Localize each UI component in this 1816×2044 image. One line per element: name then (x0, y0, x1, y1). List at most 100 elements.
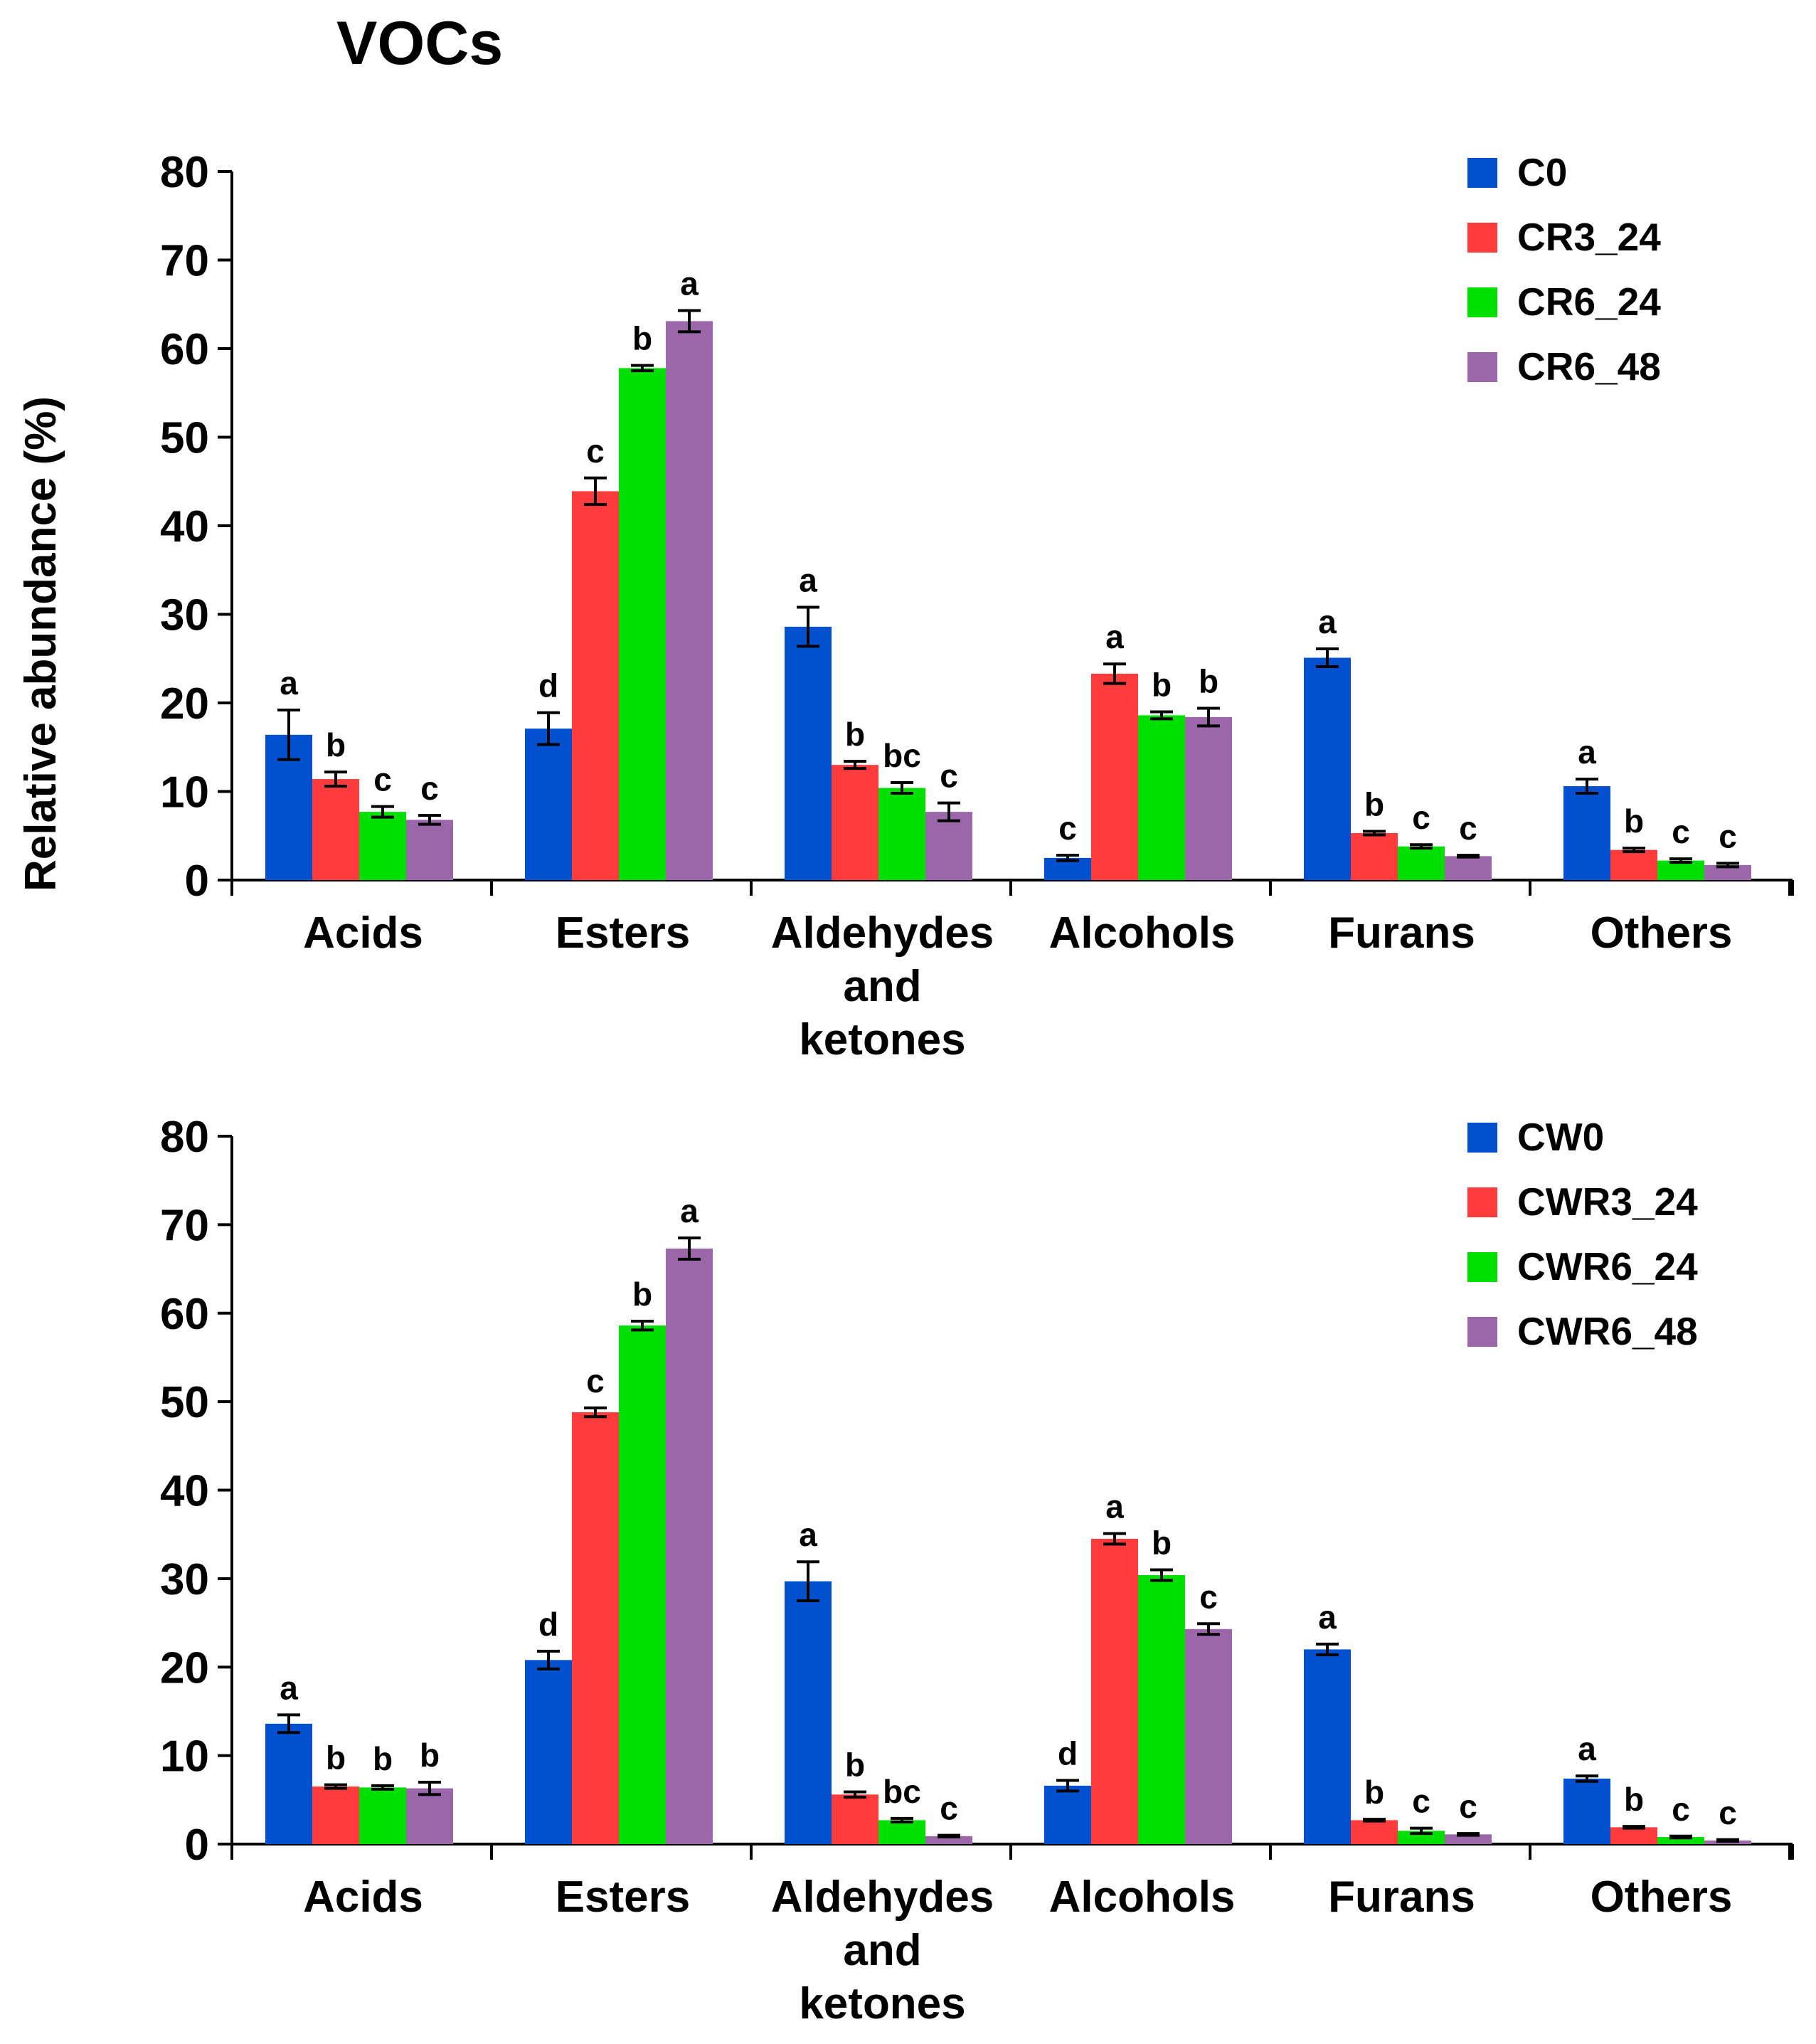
bar (406, 1788, 453, 1844)
x-tick-label: Alcohols (1049, 1873, 1236, 1922)
legend-label: CWR3_24 (1517, 1180, 1698, 1224)
bar (1398, 1831, 1445, 1844)
x-tick-label: Acids (303, 1873, 423, 1922)
significance-label: c (1412, 1783, 1430, 1820)
significance-label: a (1578, 1730, 1596, 1767)
y-tick-label: 40 (160, 502, 209, 551)
y-tick-label: 20 (160, 679, 209, 729)
bar (1304, 657, 1351, 880)
significance-label: a (680, 265, 699, 302)
significance-label: a (799, 1516, 817, 1553)
significance-label: d (538, 1606, 558, 1643)
x-tick-label: Aldehydes and ketones (771, 1873, 994, 2028)
bar (878, 788, 925, 880)
bar (832, 1794, 878, 1844)
significance-label: b (373, 1740, 393, 1777)
significance-label: c (1719, 817, 1737, 854)
x-tick-label: Aldehydes and ketones (771, 909, 994, 1064)
legend-swatch (1467, 1123, 1497, 1153)
bar (619, 1325, 666, 1844)
legend-label: CR3_24 (1517, 215, 1661, 259)
y-tick-label: 20 (160, 1643, 209, 1693)
y-tick-label: 30 (160, 1555, 209, 1604)
x-tick-label: Esters (556, 909, 691, 958)
y-tick-label: 60 (160, 1290, 209, 1339)
bar (925, 812, 972, 880)
bar (1351, 833, 1398, 880)
legend-label: CWR6_48 (1517, 1309, 1698, 1353)
legend-swatch (1467, 223, 1497, 253)
bar (1445, 1834, 1492, 1844)
y-axis-label: Relative abundance (%) (16, 396, 65, 891)
significance-label: b (1624, 803, 1644, 840)
significance-label: a (799, 562, 817, 599)
bar (1044, 1785, 1091, 1844)
y-tick-label: 10 (160, 768, 209, 817)
y-tick-label: 80 (160, 1113, 209, 1162)
legend-swatch (1467, 1187, 1497, 1217)
significance-label: b (1152, 666, 1172, 703)
legend-label: CWR6_24 (1517, 1244, 1698, 1288)
chart-bottom: 0 10 20 30 40 50 60 70 80 Acids Esters Aldehydes and… (160, 1113, 1794, 2028)
bar (406, 820, 453, 880)
x-tick-label: Acids (303, 909, 423, 958)
significance-label: a (1578, 734, 1596, 771)
significance-label: b (1364, 1774, 1384, 1811)
significance-label: a (280, 664, 298, 701)
bar (1138, 715, 1185, 880)
y-tick-label: 0 (185, 1821, 209, 1870)
significance-label: b (326, 726, 346, 763)
bar (1610, 849, 1657, 880)
significance-label: c (1199, 1578, 1218, 1615)
significance-label: c (586, 1362, 605, 1399)
y-tick-label: 60 (160, 325, 209, 374)
bar (1185, 716, 1232, 880)
significance-label: a (280, 1669, 298, 1706)
bar (878, 1820, 925, 1844)
bar (666, 321, 713, 880)
significance-label: b (1624, 1781, 1644, 1818)
bar (832, 765, 878, 880)
significance-label: b (1364, 786, 1384, 823)
significance-label: b (845, 716, 865, 753)
significance-label: b (326, 1739, 346, 1776)
y-tick-label: 40 (160, 1467, 209, 1516)
bar (359, 812, 406, 880)
bar (785, 1581, 832, 1844)
bar (619, 368, 666, 880)
significance-label: bc (883, 1773, 921, 1810)
bar (525, 729, 572, 880)
significance-label: d (1058, 1735, 1078, 1772)
significance-label: d (538, 667, 558, 704)
bar (1563, 1778, 1610, 1844)
legend-swatch (1467, 1252, 1497, 1282)
bar (265, 1723, 312, 1844)
significance-label: c (420, 770, 439, 807)
significance-label: a (1105, 1488, 1124, 1525)
significance-label: a (680, 1192, 699, 1229)
bar (1657, 1837, 1704, 1844)
legend-label: CR6_48 (1517, 344, 1661, 388)
bar (1445, 856, 1492, 880)
bar (1091, 1538, 1138, 1844)
x-tick-label: Others (1591, 1873, 1733, 1922)
y-tick-label: 70 (160, 237, 209, 286)
bar (1351, 1820, 1398, 1844)
significance-label: c (1672, 1791, 1690, 1828)
legend-swatch (1467, 1317, 1497, 1347)
significance-label: b (632, 1276, 652, 1313)
legend-swatch (1467, 287, 1497, 317)
significance-label: a (1318, 1599, 1337, 1636)
significance-label: a (1105, 618, 1124, 655)
significance-label: b (1152, 1524, 1172, 1561)
figure-title: VOCs (336, 9, 503, 78)
significance-label: c (1672, 813, 1690, 850)
significance-label: c (1412, 799, 1430, 836)
bar (1657, 860, 1704, 880)
bar (1304, 1649, 1351, 1844)
bar (925, 1836, 972, 1844)
significance-label: c (373, 761, 392, 798)
significance-label: c (940, 1790, 958, 1827)
legend-label: C0 (1517, 150, 1567, 194)
significance-label: b (632, 320, 652, 357)
